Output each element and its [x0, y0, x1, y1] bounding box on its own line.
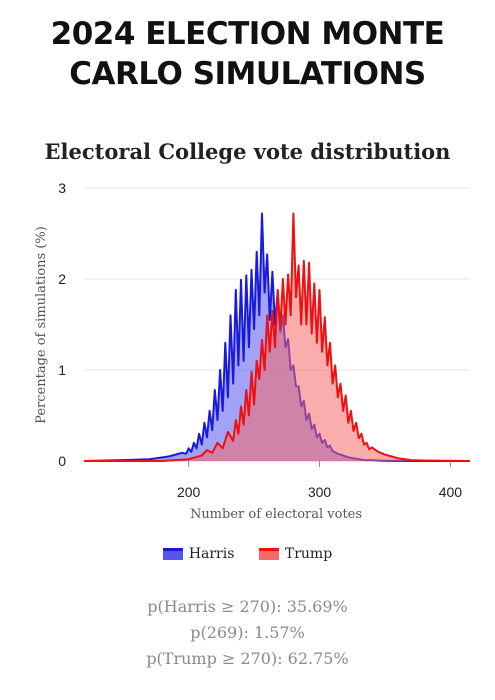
page-title: 2024 ELECTION MONTE CARLO SIMULATIONS: [0, 14, 495, 94]
page-title-line-2: CARLO SIMULATIONS: [69, 56, 426, 92]
y-tick-label: 3: [58, 180, 66, 196]
legend-label-trump: Trump: [284, 546, 333, 562]
legend-label-harris: Harris: [188, 546, 235, 562]
legend-item-trump[interactable]: Trump: [258, 546, 333, 562]
series-line-trump: [84, 212, 471, 462]
y-tick-label: 0: [58, 453, 66, 469]
series-area-trump: [84, 213, 470, 461]
series-layer: [83, 212, 471, 462]
x-tick-label: 200: [177, 484, 201, 500]
axis-ticks: 0 1 2 3 200 300 400: [58, 180, 462, 500]
y-axis-title: Percentage of simulations (%): [34, 226, 49, 424]
y-tick-label: 2: [58, 271, 66, 287]
chart-legend: Harris Trump: [0, 546, 495, 562]
x-axis-title: Number of electoral votes: [190, 507, 362, 522]
legend-item-harris[interactable]: Harris: [162, 546, 235, 562]
stat-trump-win: p(Trump ≥ 270): 62.75%: [146, 649, 349, 668]
probability-summary: p(Harris ≥ 270): 35.69% p(269): 1.57% p(…: [0, 594, 495, 672]
stat-harris-win: p(Harris ≥ 270): 35.69%: [147, 597, 348, 616]
page-title-line-1: 2024 ELECTION MONTE: [50, 16, 445, 52]
x-tick-label: 300: [308, 484, 332, 500]
stat-tie: p(269): 1.57%: [190, 623, 305, 642]
legend-swatch-trump: [258, 548, 279, 560]
chart-title: Electoral College vote distribution: [44, 139, 451, 164]
x-tick-label: 400: [439, 484, 463, 500]
y-tick-label: 1: [58, 362, 66, 378]
legend-swatch-harris: [162, 548, 183, 560]
